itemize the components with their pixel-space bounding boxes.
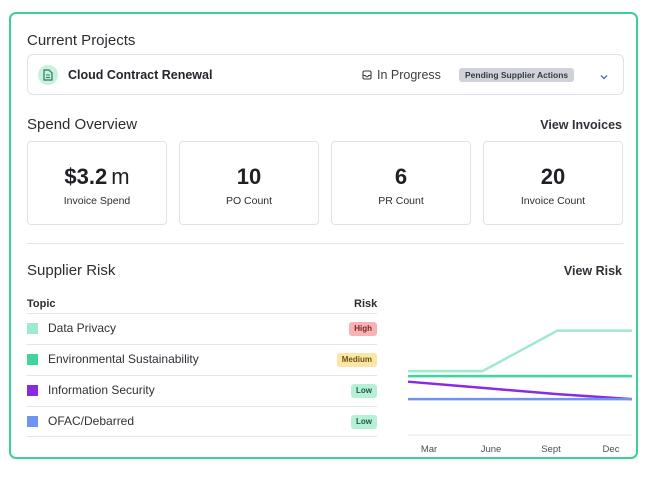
stat-label: PR Count [378,195,424,207]
x-tick-label: Mar [421,444,437,454]
risk-column-header: Risk [354,298,378,310]
dashboard-card: Current Projects Cloud Contract Renewal … [9,12,638,459]
status-text: In Progress [377,68,441,82]
risk-topic: Data Privacy [48,321,117,335]
risk-badge: Low [351,415,377,429]
stat-label: Invoice Count [520,195,586,207]
stat-value: 6 [394,164,408,189]
risk-trend-chart: Mar June Sept Dec [407,329,633,454]
stat-po-count: 10 PO Count [179,141,319,225]
legend-swatch [27,354,38,365]
section-divider [27,243,624,244]
risk-row-2[interactable]: Information Security Low [27,375,377,406]
topic-column-header: Topic [27,298,56,310]
risk-topic: Environmental Sustainability [48,352,199,366]
stat-invoice-count: 20 Invoice Count [483,141,623,225]
risk-badge: Medium [336,353,377,367]
stat-value: 20 [540,164,566,189]
risk-topic: Information Security [48,383,155,397]
risk-row-1[interactable]: Environmental Sustainability Medium [27,344,377,375]
project-name[interactable]: Cloud Contract Renewal [68,68,213,82]
document-icon [38,65,58,85]
project-status: In Progress [362,68,441,82]
risk-badge: Low [351,384,377,398]
legend-swatch [27,323,38,334]
x-tick-label: June [481,444,502,454]
status-badge: Pending Supplier Actions [459,68,575,82]
view-invoices-link[interactable]: View Invoices [540,118,622,132]
risk-row-0[interactable]: Data Privacy High [27,313,377,344]
risk-badge: High [349,322,377,336]
stat-value: 10 [236,164,262,189]
series-line-0 [408,329,632,373]
supplier-risk-heading: Supplier Risk [27,262,116,279]
chevron-down-icon[interactable] [599,69,609,87]
legend-swatch [27,385,38,396]
spend-overview-heading: Spend Overview [27,116,138,133]
view-risk-link[interactable]: View Risk [563,264,622,278]
stat-pr-count: 6 PR Count [331,141,471,225]
inbox-icon [362,70,372,80]
stat-value: $3.2 m [28,164,166,190]
current-projects-heading: Current Projects [27,32,136,49]
stat-unit: m [111,164,130,189]
risk-row-3[interactable]: OFAC/Debarred Low [27,406,377,437]
x-tick-label: Sept [541,444,561,454]
x-tick-label: Dec [603,444,620,454]
stat-label: PO Count [225,195,273,207]
legend-swatch [27,416,38,427]
series-line-2 [407,380,633,401]
stat-label: Invoice Spend [63,195,131,207]
stat-number: $3.2 [64,164,108,189]
stat-invoice-spend: $3.2 m Invoice Spend [27,141,167,225]
project-row[interactable]: Cloud Contract Renewal In Progress Pendi… [27,54,624,95]
risk-topic: OFAC/Debarred [48,414,135,428]
